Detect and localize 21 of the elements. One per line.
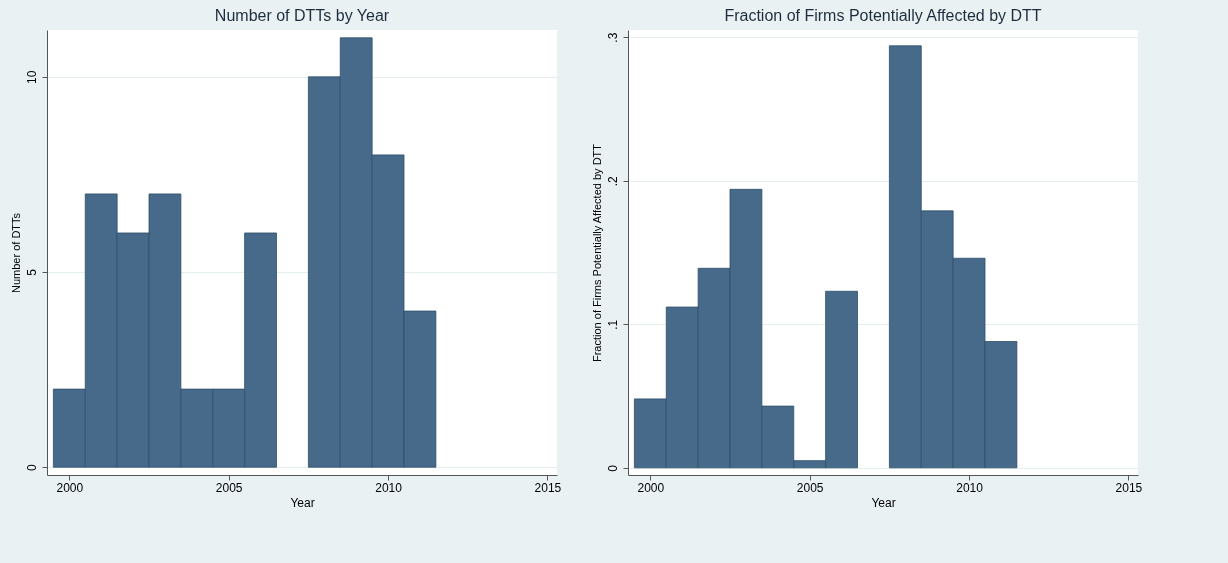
y-tick-label: .2 <box>605 175 620 187</box>
x-tick-label: 2005 <box>796 480 824 495</box>
y-tick-label: .1 <box>605 319 620 330</box>
chart-title: Number of DTTs by Year <box>214 7 390 24</box>
x-tick-label: 2010 <box>956 480 984 495</box>
y-axis-title: Fraction of Firms Potentially Affected by DTT <box>590 143 603 363</box>
x-tick-label: 2000 <box>637 480 665 495</box>
x-tick-label: 2000 <box>56 480 84 495</box>
x-tick-label: 2015 <box>534 480 562 495</box>
x-tick-label: 2005 <box>215 480 243 495</box>
x-tick-label: 2010 <box>375 480 403 495</box>
y-tick-label: 0 <box>605 464 620 472</box>
x-axis-title: Year <box>871 495 896 510</box>
x-axis-title: Year <box>290 495 315 510</box>
y-tick-label: 0 <box>24 464 39 472</box>
y-tick-label: 5 <box>24 268 39 276</box>
y-axis-title: Number of DTTs <box>9 212 22 294</box>
chart-title: Fraction of Firms Potentially Affected by DTT <box>724 7 1042 24</box>
y-tick-label: .3 <box>605 32 620 43</box>
x-tick-label: 2015 <box>1115 480 1143 495</box>
y-tick-label: 10 <box>24 70 39 85</box>
